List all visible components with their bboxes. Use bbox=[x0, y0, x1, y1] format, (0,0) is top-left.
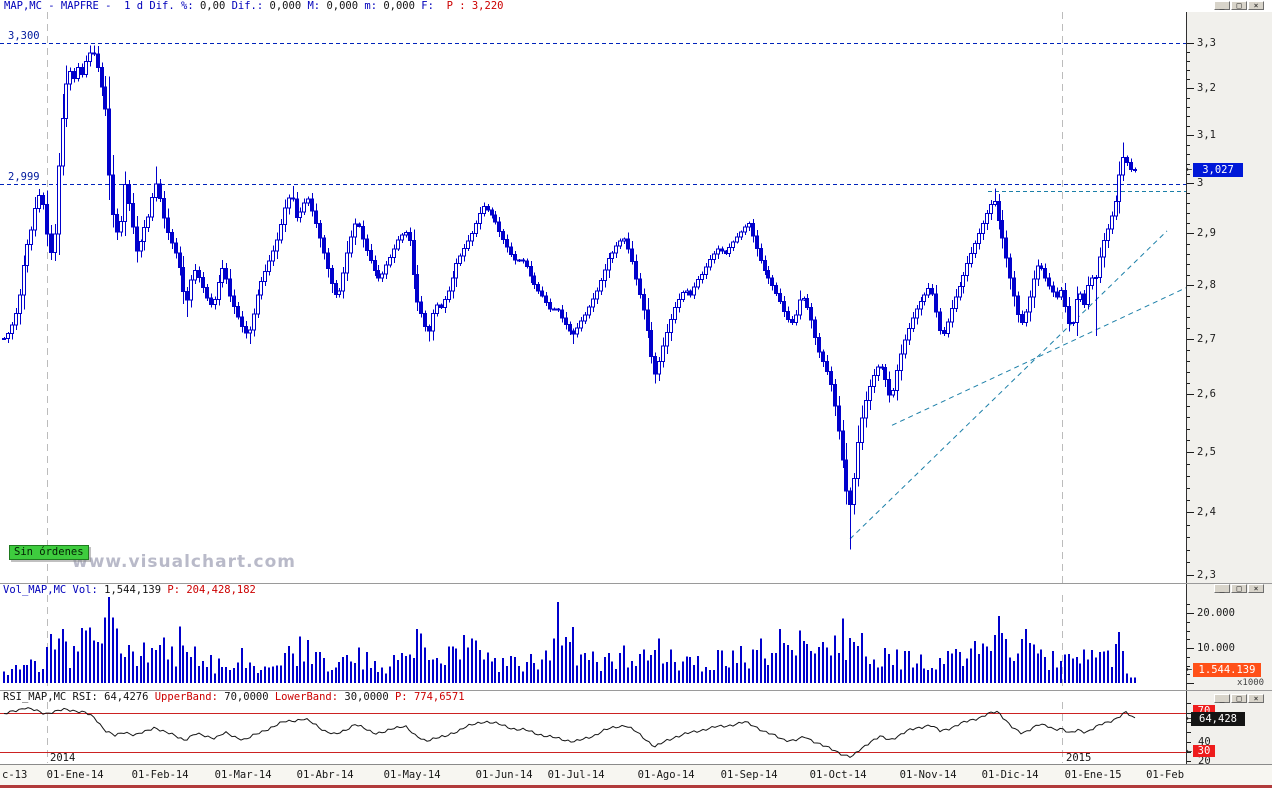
date-label: 01-Abr-14 bbox=[296, 769, 354, 781]
rsi-header-segment: 70,0000 bbox=[224, 691, 275, 703]
price-arrow-icon: ← bbox=[1186, 164, 1193, 175]
rsi-pane-title: RSI_MAP,MC RSI: 64,4276 UpperBand: 70,00… bbox=[3, 691, 465, 703]
date-label-first: c-13 bbox=[2, 769, 28, 781]
price-tick-label: 2,6 bbox=[1197, 388, 1216, 400]
level-label-3300: 3,300 bbox=[8, 30, 40, 42]
title-segment: MAP,MC - MAPFRE - 1 d bbox=[4, 0, 150, 12]
minimize-button-main[interactable]: _ bbox=[1214, 1, 1230, 10]
current-volume-box: 1.544.139 bbox=[1193, 663, 1261, 677]
title-segment: 0,000 bbox=[269, 0, 308, 12]
rsi-header-segment: 30,0000 bbox=[344, 691, 395, 703]
volume-header-segment: 1,544,139 bbox=[104, 584, 168, 596]
date-label: 01-Jun-14 bbox=[475, 769, 533, 781]
date-label: 01-Ago-14 bbox=[637, 769, 695, 781]
title-segment: M: bbox=[307, 0, 327, 12]
price-tick-label: 2,5 bbox=[1197, 446, 1216, 458]
rsi-header-segment: UpperBand: bbox=[154, 691, 225, 703]
no-orders-badge[interactable]: Sin órdenes bbox=[9, 545, 89, 560]
title-segment: 0,000 bbox=[326, 0, 365, 12]
price-tick-label: 3 bbox=[1197, 177, 1204, 189]
year-label-2015: 2015 bbox=[1066, 752, 1092, 764]
bottom-band bbox=[0, 785, 1272, 788]
close-button-rsi[interactable]: × bbox=[1248, 694, 1264, 703]
minimize-button-rsi[interactable]: _ bbox=[1214, 694, 1230, 703]
maximize-button-rsi[interactable]: □ bbox=[1231, 694, 1247, 703]
date-label: 01-Sep-14 bbox=[720, 769, 778, 781]
current-price-box: 3,027 bbox=[1193, 163, 1243, 177]
time-axis-strip[interactable] bbox=[0, 764, 1272, 785]
price-tick-label: 2,8 bbox=[1197, 279, 1216, 291]
date-label: 01-May-14 bbox=[383, 769, 441, 781]
date-label: 01-Dic-14 bbox=[981, 769, 1039, 781]
level-label-2999: 2,999 bbox=[8, 171, 40, 183]
rsi-header-segment: LowerBand: bbox=[274, 691, 345, 703]
date-label: 01-Jul-14 bbox=[547, 769, 605, 781]
volume-pane-title: Vol_MAP,MC Vol: 1,544,139 P: 204,428,182 bbox=[3, 584, 256, 596]
rsi-lower-arrow-icon: ← bbox=[1186, 746, 1193, 757]
pane-divider[interactable] bbox=[0, 690, 1272, 691]
date-label: 01-Oct-14 bbox=[809, 769, 867, 781]
volume-header-segment: 204,428,182 bbox=[186, 584, 256, 596]
watermark: www.visualchart.com bbox=[72, 552, 297, 572]
price-tick-label: 3,1 bbox=[1197, 129, 1216, 141]
price-tick-label: 2,3 bbox=[1197, 569, 1216, 581]
price-tick-label: 3,3 bbox=[1197, 37, 1216, 49]
close-button-main[interactable]: × bbox=[1248, 1, 1264, 10]
title-segment: Dif.: bbox=[231, 0, 270, 12]
maximize-button-main[interactable]: □ bbox=[1231, 1, 1247, 10]
date-label: 01-Feb-14 bbox=[131, 769, 189, 781]
title-segment: P : 3,220 bbox=[446, 0, 504, 12]
title-segment: Dif. %: bbox=[149, 0, 200, 12]
volume-unit-note: x1000 bbox=[1237, 678, 1265, 688]
volume-header-segment: P: bbox=[167, 584, 187, 596]
date-label: 01-Nov-14 bbox=[899, 769, 957, 781]
date-label: 01-Ene-15 bbox=[1064, 769, 1122, 781]
title-segment: F: bbox=[421, 0, 447, 12]
pane-divider[interactable] bbox=[0, 583, 1272, 584]
minimize-button-volume[interactable]: _ bbox=[1214, 584, 1230, 593]
price-tick-label: 3,2 bbox=[1197, 82, 1216, 94]
maximize-button-volume[interactable]: □ bbox=[1231, 584, 1247, 593]
rsi-lower-band-box: 30 bbox=[1193, 745, 1215, 757]
price-tick-label: 2,7 bbox=[1197, 333, 1216, 345]
rsi-arrow-icon: ← bbox=[1186, 713, 1193, 724]
price-tick-label: 2,4 bbox=[1197, 506, 1216, 518]
current-rsi-box: 64,428 bbox=[1191, 712, 1245, 726]
rsi-header-segment: 774,6571 bbox=[413, 691, 465, 703]
rsi-tick-20: 20 bbox=[1198, 755, 1211, 767]
title-segment: 0,00 bbox=[199, 0, 232, 12]
title-bar: MAP,MC - MAPFRE - 1 d Dif. %: 0,00 Dif.:… bbox=[4, 0, 503, 12]
date-label: 01-Ene-14 bbox=[46, 769, 104, 781]
close-button-volume[interactable]: × bbox=[1248, 584, 1264, 593]
title-segment: m: bbox=[364, 0, 384, 12]
year-label-2014: 2014 bbox=[50, 752, 76, 764]
title-segment: 0,000 bbox=[383, 0, 422, 12]
volume-header-segment: Vol_MAP,MC Vol: bbox=[3, 584, 105, 596]
volume-tick-20000: 20.000 bbox=[1197, 607, 1235, 619]
rsi-header-segment: P: bbox=[394, 691, 414, 703]
volume-tick-10000: 10.000 bbox=[1197, 642, 1235, 654]
price-axis-panel bbox=[1186, 12, 1272, 765]
date-label: 01-Feb bbox=[1146, 769, 1185, 781]
rsi-header-segment: RSI_MAP,MC RSI: bbox=[3, 691, 105, 703]
rsi-header-segment: 64,4276 bbox=[104, 691, 155, 703]
date-label: 01-Mar-14 bbox=[214, 769, 272, 781]
volume-arrow-icon: ← bbox=[1186, 664, 1193, 675]
price-tick-label: 2,9 bbox=[1197, 227, 1216, 239]
